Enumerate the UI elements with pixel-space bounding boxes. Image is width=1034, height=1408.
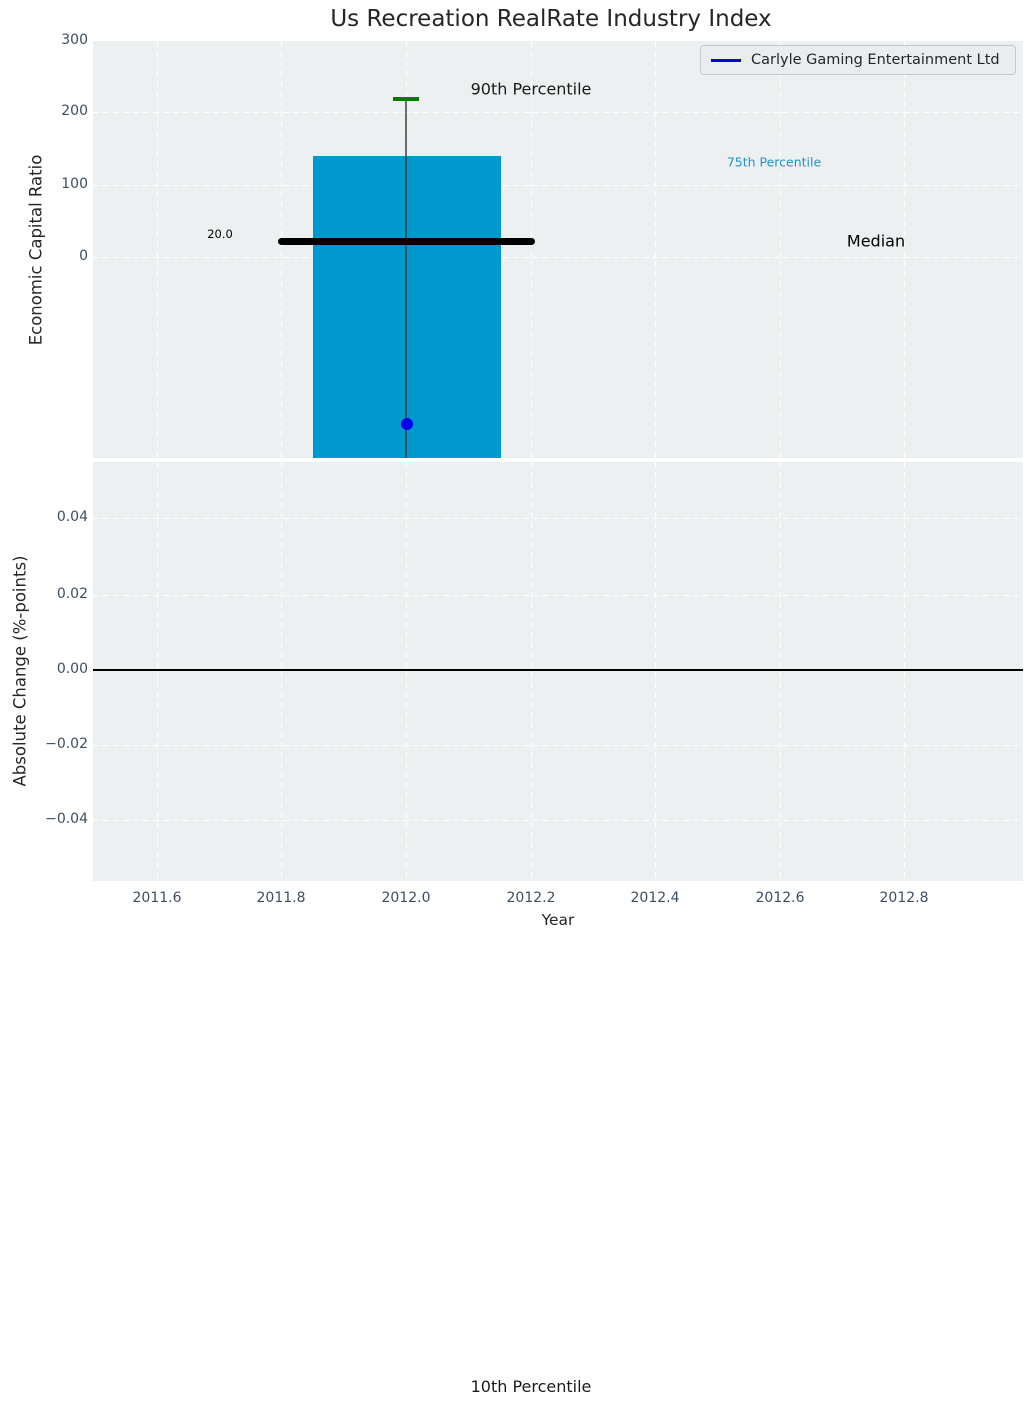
gridline-horizontal [93,257,1023,258]
xtick: 2012.8 [879,890,929,906]
ytick-bottom: −0.02 [45,736,88,752]
xtick: 2012.4 [630,890,680,906]
ylabel-absolute-change: Absolute Change (%-points) [10,555,30,787]
ylabel-economic-capital-ratio: Economic Capital Ratio [26,154,46,346]
xtick: 2012.0 [381,890,431,906]
gridline-vertical [780,462,781,881]
gridline-vertical [157,41,158,458]
median-line [278,238,535,245]
xtick: 2012.6 [755,890,805,906]
gridline-vertical [655,462,656,881]
gridline-horizontal [93,185,1023,186]
gridline-vertical [531,462,532,881]
legend-line-swatch-icon [711,58,741,62]
axes-economic-capital-ratio: 90th Percentile 75th Percentile 20.0 Med… [93,41,1023,458]
gridline-vertical [531,41,532,458]
ytick-top: 300 [61,32,88,48]
median-annotation: Median [846,231,906,251]
gridline-horizontal [93,112,1023,113]
chart-title: Us Recreation RealRate Industry Index [330,6,772,32]
axes-absolute-change [93,462,1023,881]
gridline-vertical [904,41,905,458]
ytick-top: 200 [61,103,88,119]
gridline-horizontal [93,745,1023,746]
gridline-horizontal [93,820,1023,821]
p90-annotation: 90th Percentile [470,79,592,99]
gridline-horizontal [93,518,1023,519]
gridline-vertical [157,462,158,881]
whisker-line [405,99,407,458]
gridline-vertical [281,41,282,458]
median-value-annotation: 20.0 [207,227,233,241]
gridline-horizontal [93,595,1023,596]
xtick: 2011.6 [132,890,182,906]
xtick: 2011.8 [256,890,306,906]
ytick-bottom: 0.00 [56,661,88,677]
p75-annotation: 75th Percentile [726,154,822,170]
gridline-vertical [281,462,282,881]
gridline-vertical [780,41,781,458]
ytick-top: 0 [79,248,88,264]
ytick-bottom: 0.04 [56,509,88,525]
xtick: 2012.2 [506,890,556,906]
ytick-bottom: −0.04 [45,811,88,827]
ytick-top: 100 [61,176,88,192]
percentile-range-bar [313,156,501,458]
xlabel-year: Year [541,911,575,929]
gridline-vertical [406,462,407,881]
ytick-bottom: 0.02 [56,586,88,602]
company-data-point [401,418,413,430]
gridline-vertical [655,41,656,458]
legend-entry-label: Carlyle Gaming Entertainment Ltd [751,52,1000,68]
legend: Carlyle Gaming Entertainment Ltd [700,45,1016,75]
p90-tick-marker [393,97,419,101]
gridline-vertical [904,462,905,881]
zero-reference-line [93,669,1023,671]
p10-annotation: 10th Percentile [470,1377,592,1396]
